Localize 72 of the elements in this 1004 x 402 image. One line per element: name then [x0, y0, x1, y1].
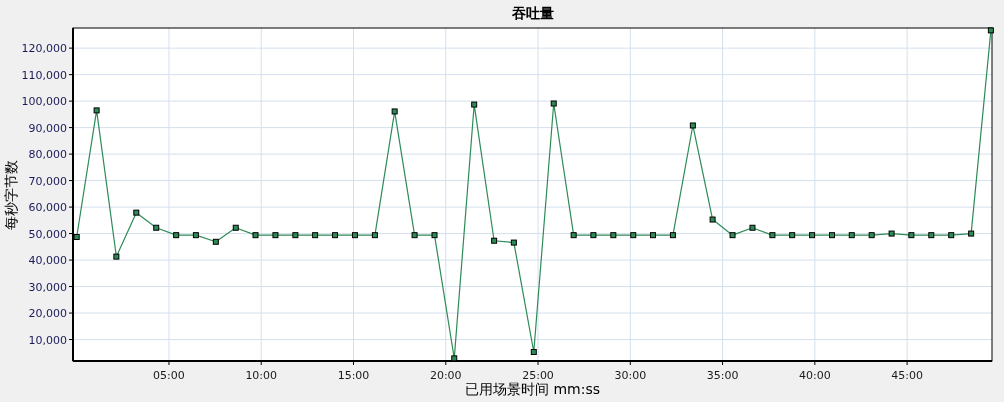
point	[431, 232, 438, 239]
y-tick-label: 20,000	[28, 307, 67, 321]
point	[391, 108, 398, 115]
point	[113, 253, 120, 260]
y-tick-label: 10,000	[28, 333, 67, 347]
point	[491, 237, 498, 244]
point	[809, 232, 816, 239]
point	[550, 100, 557, 107]
point	[530, 348, 537, 355]
point	[749, 224, 756, 231]
point	[173, 232, 180, 239]
point	[610, 232, 617, 239]
x-tick-label: 20:00	[429, 369, 462, 382]
point	[292, 232, 299, 239]
point	[948, 232, 955, 239]
point	[669, 232, 676, 239]
point	[411, 232, 418, 239]
point	[868, 232, 875, 239]
point	[272, 232, 279, 239]
y-tick-label: 110,000	[21, 68, 67, 82]
point	[848, 232, 855, 239]
x-tick-label: 40:00	[798, 369, 831, 382]
point	[590, 232, 597, 239]
point	[928, 232, 935, 239]
y-tick-label: 90,000	[28, 121, 67, 135]
point	[192, 232, 199, 239]
point	[908, 232, 915, 239]
line-series	[73, 27, 994, 362]
y-tick-label: 70,000	[28, 174, 67, 188]
point	[888, 230, 895, 237]
y-tick-label: 120,000	[21, 42, 67, 56]
point	[351, 232, 358, 239]
point	[729, 232, 736, 239]
point	[968, 230, 975, 237]
y-tick-label: 60,000	[28, 201, 67, 215]
y-tick-label: 100,000	[21, 95, 67, 109]
x-tick-label: 45:00	[891, 369, 923, 382]
point	[93, 107, 100, 114]
point	[689, 122, 696, 129]
x-axis-title: 已用场景时间 mm:ss	[464, 381, 601, 397]
point	[252, 232, 259, 239]
x-tick-label: 25:00	[522, 369, 554, 382]
chart-title: 吞吐量	[510, 5, 554, 21]
x-tick-label: 35:00	[706, 369, 739, 382]
point	[73, 234, 80, 241]
y-tick-label: 50,000	[28, 227, 67, 241]
point	[312, 232, 319, 239]
y-tick-label: 30,000	[28, 280, 67, 294]
x-tick-label: 30:00	[614, 369, 647, 382]
y-tick-label: 80,000	[28, 148, 67, 162]
point	[829, 232, 836, 239]
point	[332, 232, 339, 239]
point	[212, 238, 219, 245]
point	[769, 232, 776, 239]
x-tick-label: 10:00	[245, 369, 278, 382]
point	[510, 239, 517, 246]
point	[709, 216, 716, 223]
point	[451, 355, 458, 362]
y-axis-title: 每秒字节数	[3, 159, 19, 230]
point	[471, 101, 478, 108]
point	[630, 232, 637, 239]
point	[371, 232, 378, 239]
y-tick-label: 40,000	[28, 254, 67, 268]
point	[232, 224, 239, 231]
x-tick-label: 15:00	[337, 369, 370, 382]
point	[987, 27, 994, 34]
x-tick-label: 05:00	[153, 369, 185, 382]
point	[789, 232, 796, 239]
point	[570, 232, 577, 239]
point	[153, 224, 160, 231]
point	[650, 232, 656, 239]
point	[133, 209, 140, 216]
